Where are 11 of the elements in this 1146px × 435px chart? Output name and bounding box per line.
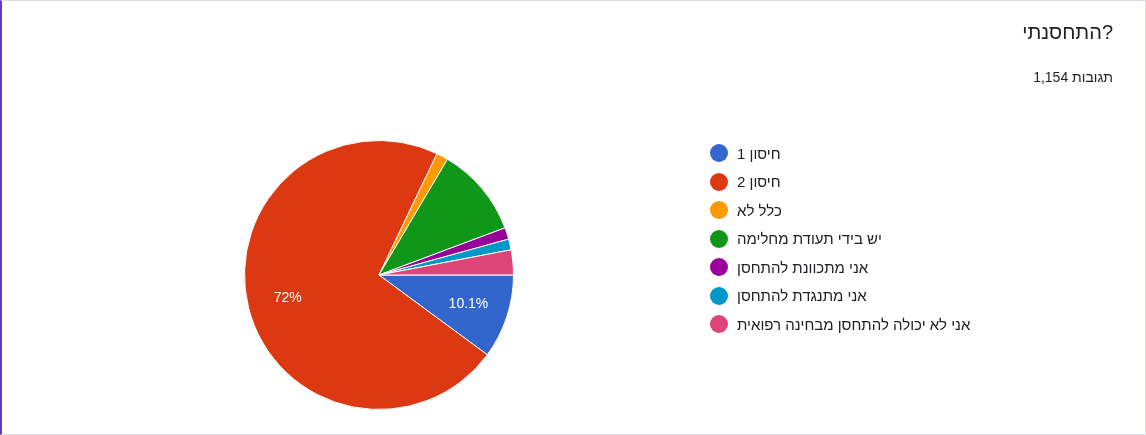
legend-label: אני מתנגדת להתחסן [737, 287, 867, 305]
legend-label: חיסון 1 [737, 144, 781, 162]
text: 1,154 תגובות [1033, 69, 1113, 85]
legend-label: חיסון 2 [737, 173, 781, 191]
data-label: 10.1% [448, 295, 489, 312]
legend-label: אני מתכוונת להתחסן [737, 258, 869, 276]
legend-label: יש בידי תעודת מחלימה [737, 230, 882, 248]
text: התחסנתי? [1022, 21, 1113, 44]
legend-label: כלל לא [737, 201, 782, 219]
legend-label: אני לא יכולה להתחסן מבחינה רפואית [737, 315, 971, 333]
data-label: 72% [273, 288, 302, 305]
